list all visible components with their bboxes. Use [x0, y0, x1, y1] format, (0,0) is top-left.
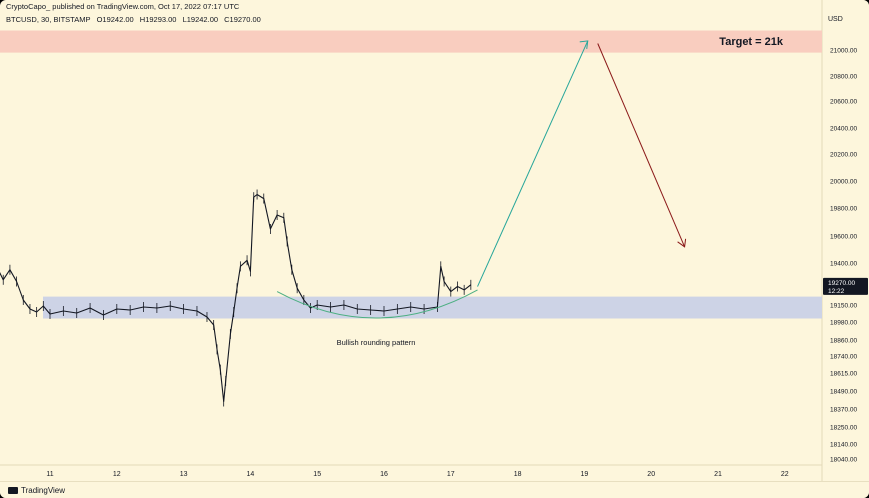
y-tick-label: 18040.00 [830, 457, 857, 464]
y-tick-label: 18490.00 [830, 389, 857, 396]
low-value: L19242.00 [182, 15, 219, 24]
target-annotation: Target = 21k [719, 36, 784, 48]
y-tick-label: 20600.00 [830, 99, 857, 106]
y-tick-label: 20800.00 [830, 74, 857, 81]
x-tick-label: 17 [447, 471, 455, 478]
high-value: H19293.00 [139, 15, 177, 24]
y-tick-label: 18140.00 [830, 442, 857, 449]
pattern-annotation: Bullish rounding pattern [337, 338, 416, 347]
x-tick-label: 18 [514, 471, 522, 478]
bullish-arrowhead [579, 40, 589, 49]
x-tick-label: 19 [581, 471, 589, 478]
price-unit-label: USD [828, 16, 843, 23]
y-tick-label: 18740.00 [830, 354, 857, 361]
y-tick-label: 18250.00 [830, 425, 857, 432]
y-tick-label: 21000.00 [830, 48, 857, 55]
y-tick-label: 18980.00 [830, 320, 857, 327]
y-tick-label: 18615.00 [830, 371, 857, 378]
x-tick-label: 14 [247, 471, 255, 478]
bearish-projection [597, 43, 686, 247]
y-tick-label: 18860.00 [830, 338, 857, 345]
price-axis-panel [822, 0, 869, 481]
x-tick-label: 11 [46, 471, 53, 478]
target-zone [0, 30, 822, 53]
y-tick-label: 19400.00 [830, 261, 857, 268]
y-tick-label: 20000.00 [830, 179, 857, 186]
tradingview-logo[interactable]: TradingView [8, 486, 65, 495]
current-price-badge[interactable] [823, 277, 868, 295]
open-value: O19242.00 [96, 15, 134, 24]
symbol-info: BTCUSD, 30, BITSTAMP O19242.00 H19293.00… [6, 15, 265, 25]
tradingview-logo-icon [8, 487, 18, 494]
footer-bar: TradingView [0, 481, 869, 498]
close-value: C19270.00 [224, 15, 261, 24]
bar-countdown: 12:22 [828, 288, 845, 295]
publish-info: CryptoCapo_ published on TradingView.com… [6, 2, 240, 11]
symbol-label[interactable]: BTCUSD, 30, BITSTAMP [6, 15, 91, 24]
price-chart[interactable]: USD21000.0020800.0020600.0020400.0020200… [0, 0, 869, 481]
y-tick-label: 19150.00 [830, 303, 857, 310]
x-tick-label: 15 [313, 471, 321, 478]
bullish-projection [477, 40, 589, 287]
y-tick-label: 19800.00 [830, 206, 857, 213]
x-tick-label: 20 [647, 471, 655, 478]
x-tick-label: 13 [180, 471, 188, 478]
bearish-arrowhead [677, 238, 687, 248]
y-tick-label: 20200.00 [830, 152, 857, 159]
current-price-value: 19270.00 [828, 280, 855, 287]
x-tick-label: 22 [781, 471, 789, 478]
x-tick-label: 21 [714, 471, 722, 478]
y-tick-label: 19600.00 [830, 234, 857, 241]
tradingview-brand: TradingView [21, 486, 66, 495]
rounding-arc [276, 289, 478, 319]
x-tick-label: 16 [380, 471, 388, 478]
y-tick-label: 20400.00 [830, 126, 857, 133]
y-tick-label: 18370.00 [830, 407, 857, 414]
x-tick-label: 12 [113, 471, 121, 478]
